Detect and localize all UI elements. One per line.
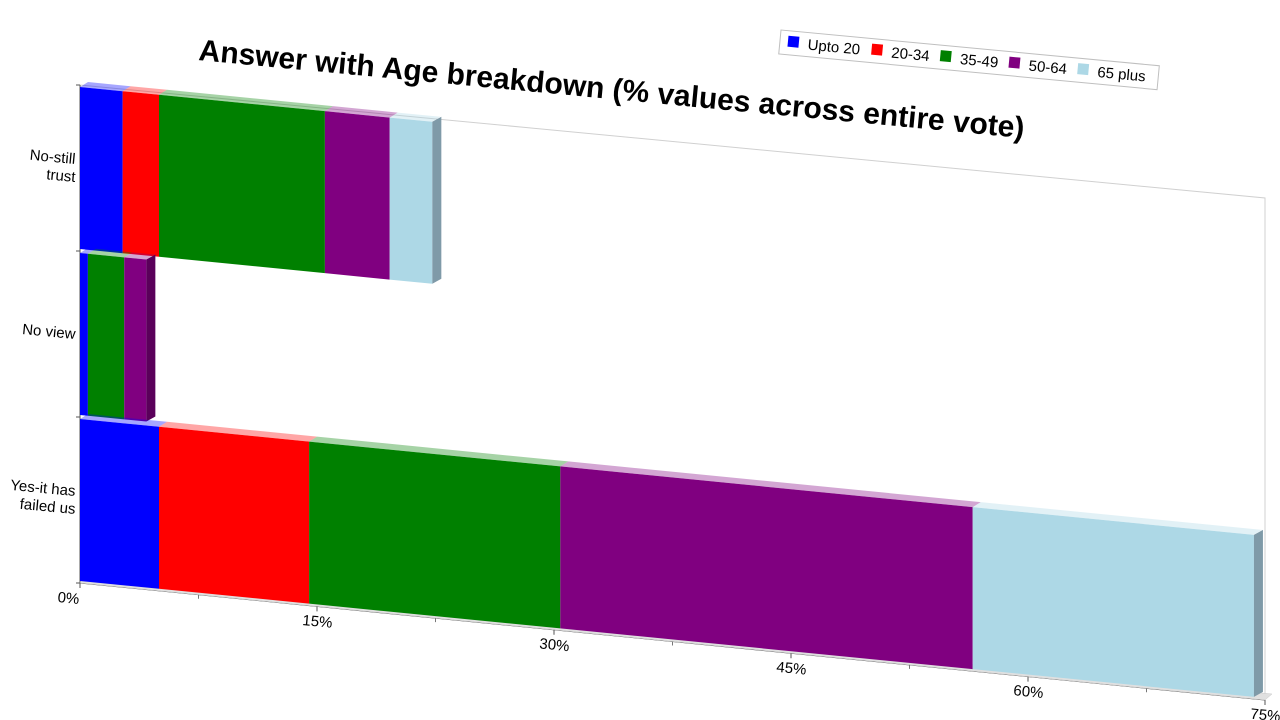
bar-top-face	[972, 502, 1262, 535]
y-tick-label: failed us	[19, 496, 76, 518]
bar-top-face	[389, 112, 441, 122]
bar-top-face	[324, 106, 398, 118]
bar-top-face	[80, 82, 131, 92]
bar-segment	[159, 426, 310, 604]
legend-label: 20-34	[891, 45, 931, 66]
x-tick-label: 30%	[539, 635, 570, 655]
bar-segment	[124, 257, 147, 422]
x-tick-label: 75%	[1250, 706, 1280, 720]
legend-label: 50-64	[1028, 58, 1068, 79]
bar-segment	[159, 94, 325, 274]
y-tick-label: trust	[46, 166, 77, 186]
bar-top-face	[80, 248, 96, 254]
x-tick-label: 45%	[776, 659, 807, 679]
x-tick-label: 60%	[1013, 682, 1044, 702]
bar-top-face	[80, 414, 167, 427]
legend-swatch	[1077, 63, 1090, 76]
bar-segment	[972, 507, 1254, 697]
legend-swatch	[787, 35, 800, 48]
bar-segment	[80, 87, 123, 254]
bar-segment	[389, 117, 433, 284]
bar-segment	[87, 253, 125, 420]
legend-swatch	[1008, 56, 1021, 69]
x-tick-label: 0%	[57, 589, 80, 608]
bar-segment	[324, 111, 390, 280]
y-tick-label: No-still	[29, 147, 76, 168]
bar-top-face	[122, 86, 167, 95]
bar-top-face	[87, 248, 133, 258]
bar-end-face	[1253, 529, 1263, 697]
bar-top-face	[159, 89, 333, 112]
legend-label: 65 plus	[1097, 64, 1147, 85]
legend: Upto 20 20-34 35-49 50-64 65 plus	[778, 29, 1160, 91]
legend-label: 35-49	[959, 51, 999, 72]
bar-top-face	[560, 461, 981, 508]
bar-end-face	[432, 116, 442, 284]
bar-segment	[80, 253, 88, 416]
bar-end-face	[146, 254, 156, 422]
bar-segment	[122, 91, 159, 257]
y-tick-label: No view	[22, 321, 77, 343]
bar-segment	[309, 441, 561, 629]
legend-label: Upto 20	[807, 37, 861, 59]
bar-segment	[560, 466, 973, 670]
bar-top-face	[309, 436, 569, 467]
bar-top-face	[159, 421, 318, 442]
bar-top-face	[124, 252, 155, 260]
legend-swatch	[871, 43, 884, 56]
legend-swatch	[939, 50, 952, 63]
y-tick-label: Yes-it has	[10, 477, 77, 500]
x-tick-label: 15%	[302, 612, 333, 632]
bar-segment	[80, 419, 159, 589]
